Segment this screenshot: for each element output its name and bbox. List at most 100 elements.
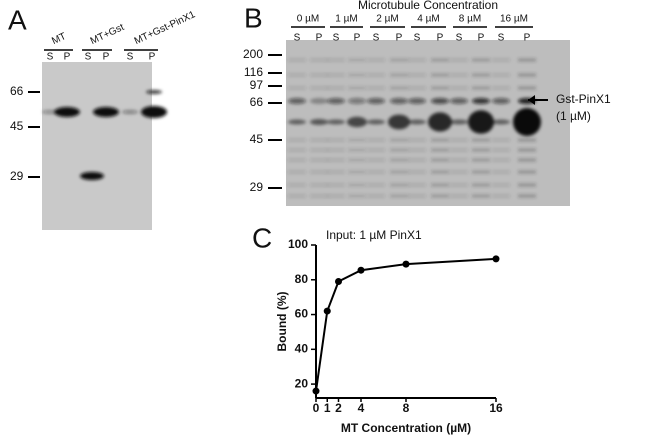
band (450, 194, 468, 198)
band (288, 183, 306, 187)
lane-label: S (85, 52, 92, 63)
band (472, 138, 490, 142)
band (348, 148, 366, 152)
data-point (402, 260, 410, 268)
band (310, 183, 328, 187)
band (408, 98, 426, 104)
annotation: Gst-PinX1 (556, 92, 611, 106)
band (288, 58, 306, 62)
band (518, 170, 536, 174)
band (431, 73, 449, 77)
band (492, 86, 510, 90)
panel-letter: C (252, 222, 272, 253)
lane-group-label: MT+Gst (89, 22, 126, 47)
marker-label: 45 (250, 132, 264, 146)
band (348, 158, 366, 162)
band (288, 119, 306, 125)
band (408, 73, 426, 77)
x-tick-label: 0 (313, 401, 320, 415)
band (450, 73, 468, 77)
band (450, 170, 468, 174)
gel-a (42, 62, 152, 230)
band (450, 138, 468, 142)
band (408, 170, 426, 174)
band (450, 183, 468, 187)
band (472, 58, 490, 62)
y-tick-label: 40 (295, 341, 309, 355)
band (431, 158, 449, 162)
band (492, 73, 510, 77)
band (518, 58, 536, 62)
band (367, 148, 385, 152)
arrow-head (528, 95, 535, 105)
data-point (335, 278, 342, 286)
data-point (492, 255, 500, 263)
band (390, 170, 408, 174)
band (492, 148, 510, 152)
band (310, 73, 328, 77)
band (518, 183, 536, 187)
band (408, 183, 426, 187)
band (93, 107, 119, 117)
band (408, 158, 426, 162)
band (492, 58, 510, 62)
gel-bands (42, 58, 541, 198)
marker-label: 116 (244, 65, 263, 79)
band (450, 98, 468, 104)
band (518, 158, 536, 162)
band (450, 58, 468, 62)
lane-label: S (333, 33, 340, 44)
band (472, 194, 490, 198)
band (288, 170, 306, 174)
lane-group-label: 0 µM (297, 14, 319, 25)
lane-label: P (524, 33, 531, 44)
band (472, 183, 490, 187)
y-tick-label: 100 (288, 237, 308, 251)
band (492, 170, 510, 174)
band (348, 138, 366, 142)
band (327, 58, 345, 62)
band (472, 170, 490, 174)
panel-letter: B (244, 2, 263, 33)
band (367, 194, 385, 198)
x-axis-label: MT Concentration (µM) (341, 421, 471, 435)
band (431, 86, 449, 90)
band (327, 183, 345, 187)
y-tick-label: 60 (295, 307, 309, 321)
band (347, 116, 367, 128)
band (288, 194, 306, 198)
band (450, 86, 468, 90)
lane-group-label: MT+Gst-PinX1 (133, 9, 198, 47)
band (408, 138, 426, 142)
band (367, 119, 385, 125)
x-tick-label: 16 (489, 401, 503, 415)
band (288, 148, 306, 152)
band (408, 148, 426, 152)
band (408, 58, 426, 62)
band (431, 148, 449, 152)
band (310, 170, 328, 174)
band (390, 58, 408, 62)
band (468, 110, 494, 134)
lane-label: P (437, 33, 444, 44)
band (408, 194, 426, 198)
band (367, 170, 385, 174)
band (472, 86, 490, 90)
band (288, 98, 306, 104)
lane-label: S (127, 52, 134, 63)
band (492, 194, 510, 198)
band (327, 98, 345, 104)
lane-group-label: 1 µM (335, 14, 357, 25)
band (327, 170, 345, 174)
band (431, 98, 449, 104)
band (348, 194, 366, 198)
band (327, 119, 345, 125)
marker-label: 66 (10, 84, 24, 98)
band (390, 148, 408, 152)
lane-label: S (47, 52, 54, 63)
lane-group-label: 4 µM (417, 14, 439, 25)
band (327, 158, 345, 162)
band (472, 73, 490, 77)
band (513, 108, 541, 136)
